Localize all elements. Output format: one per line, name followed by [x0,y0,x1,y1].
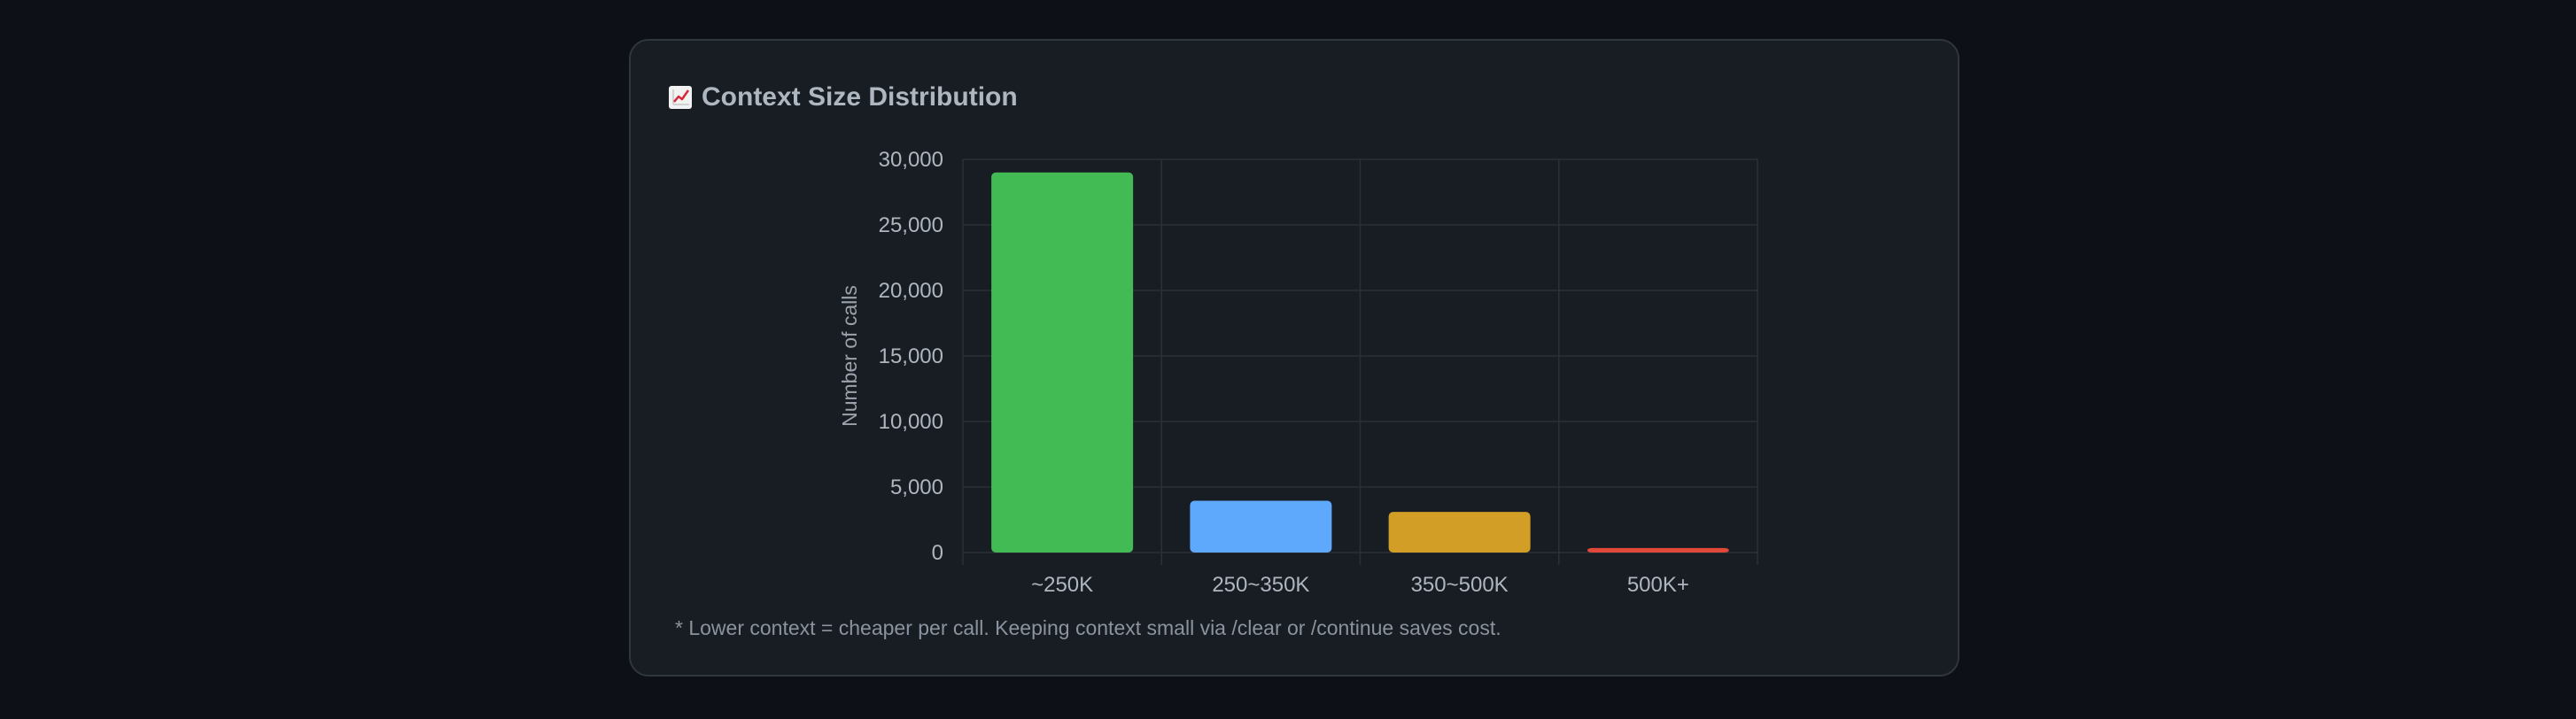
x-tick-label: ~250K [1031,573,1093,597]
x-tick-label: 350~500K [1411,573,1509,597]
x-tick-label: 500K+ [1627,573,1689,597]
chart-footnote: * Lower context = cheaper per call. Keep… [675,616,1501,639]
y-tick-label: 10,000 [879,410,943,434]
bar-2 [1388,512,1531,553]
y-axis-label: Number of calls [838,285,861,427]
bar-1 [1190,500,1332,553]
y-tick-label: 5,000 [890,475,943,499]
bar-chart: 0 5,000 10,000 15,000 20,000 25,000 30,000 ~250… [838,148,1758,597]
card-title-text: Context Size Distribution [702,82,1018,112]
y-tick-label: 15,000 [879,344,943,368]
y-tick-label: 30,000 [879,148,943,172]
y-tick-label: 0 [932,541,943,565]
bar-3 [1587,547,1729,553]
y-tick-label: 20,000 [879,279,943,303]
card-title: Context Size Distribution [668,78,1018,117]
chart-bars [991,172,1729,553]
chart-labels: 0 5,000 10,000 15,000 20,000 25,000 30,000 ~250… [879,148,1689,597]
y-tick-label: 25,000 [879,213,943,237]
chart-card: Context Size Distribution 0 5,000 10,000 15… [629,39,1959,676]
x-tick-label: 250~350K [1212,573,1309,597]
chart-increasing-icon [669,86,692,109]
bar-0 [991,172,1134,553]
